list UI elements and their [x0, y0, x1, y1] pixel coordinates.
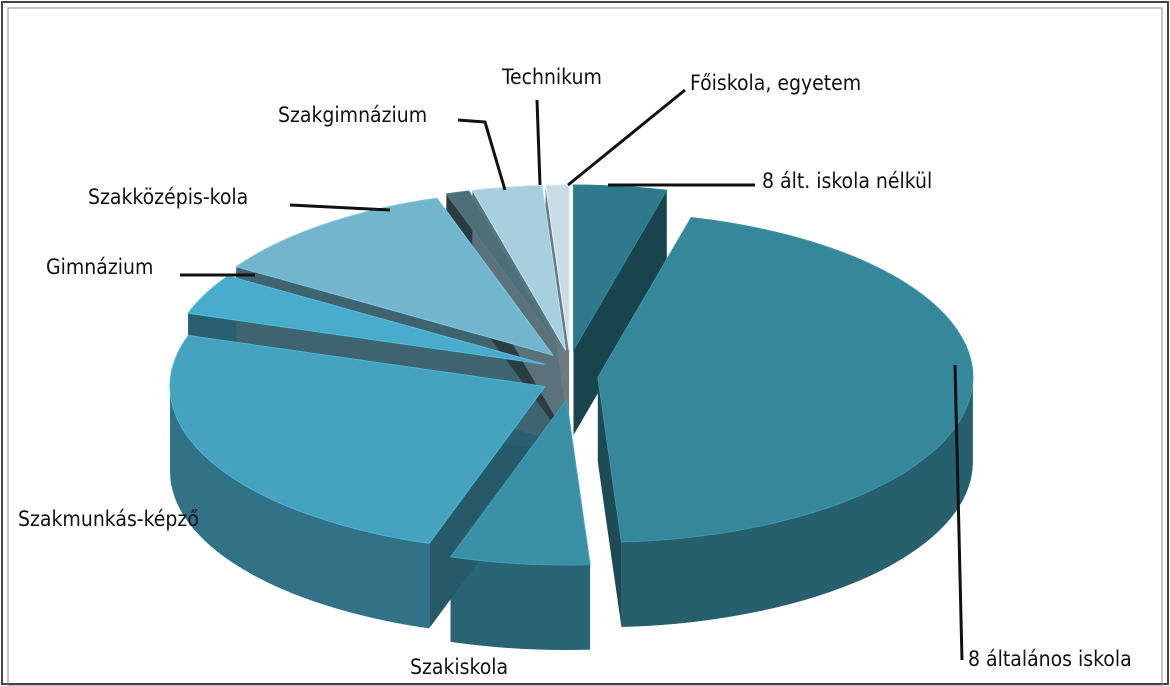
leader-line: [457, 118, 507, 191]
slice-label: Szakgimnázium: [278, 103, 427, 127]
slice-cut: [597, 377, 622, 628]
slice-label: Technikum: [501, 65, 602, 89]
leader-line: [289, 203, 391, 212]
slice-label: Szakiskola: [410, 655, 508, 679]
slice: [597, 217, 974, 543]
slice: [235, 197, 555, 356]
slice: [471, 184, 567, 351]
slice-side: [621, 377, 973, 628]
slice-label: Főiskola, egyetem: [690, 71, 861, 95]
inner-frame: [7, 7, 1163, 686]
slice-cut: [573, 190, 667, 435]
leader-line: [535, 99, 542, 186]
slice-side: [170, 386, 430, 629]
slice-label: 8 általános iskola: [968, 647, 1132, 671]
slice: [445, 190, 563, 352]
slice-side: [450, 556, 591, 651]
slice: [169, 334, 546, 544]
slice-label: 8 ált. iskola nélkül: [762, 169, 932, 193]
slice-label: Szakközépis-kola: [88, 185, 248, 209]
leader-line: [567, 88, 686, 187]
slice: [449, 398, 591, 566]
slice-label: Gimnázium: [46, 255, 153, 279]
leader-line: [953, 364, 964, 661]
slice-label: Szakmunkás-képző: [18, 507, 199, 531]
